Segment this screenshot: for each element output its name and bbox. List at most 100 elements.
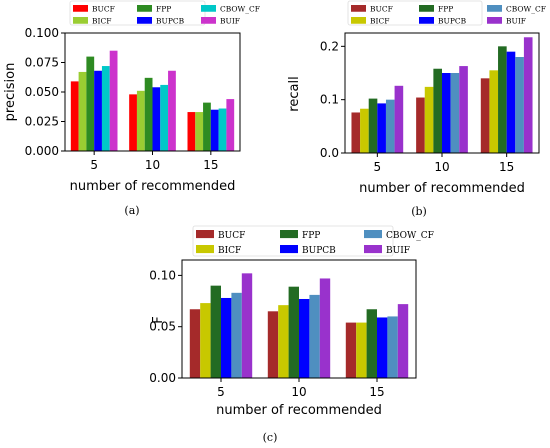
legend-swatch-bucf [73, 5, 88, 12]
legend-label-bupcb: BUPCB [302, 246, 336, 256]
bar-bicf-5 [360, 108, 369, 153]
bar-buif-5 [109, 50, 118, 152]
legend-swatch-buif [487, 17, 502, 24]
legend-label-fpp: FPP [302, 231, 320, 241]
legend-label-buif: BUIF [220, 17, 240, 26]
bar-bicf-5 [200, 303, 211, 378]
y-axis-label: recall [287, 76, 302, 111]
bar-bicf-10 [278, 305, 289, 378]
x-tick-label: 10 [145, 158, 160, 172]
legend-swatch-fpp [280, 230, 298, 239]
bar-cbow_cf-15 [218, 108, 227, 151]
panel-caption: (b) [411, 205, 427, 218]
bar-buif-10 [459, 66, 468, 153]
legend-label-bucf: BUCF [92, 5, 115, 14]
bar-buif-15 [397, 304, 409, 378]
bar-bupcb-5 [221, 297, 232, 378]
legend-box [192, 225, 394, 257]
chart-panel-2: 0.0 0.1 0.2 5 10 15 number of recommended recal… [287, 0, 546, 218]
x-axis-label: number of recommended [359, 181, 525, 196]
bar-fpp-5 [210, 285, 221, 378]
x-tick-label: 10 [434, 160, 449, 174]
y-tick-label: 0.025 [25, 115, 59, 129]
bar-bupcb-15 [210, 109, 219, 151]
legend-label-bucf: BUCF [370, 5, 393, 14]
legend-label-fpp: FPP [156, 5, 171, 14]
x-tick-label: 10 [291, 385, 306, 399]
bar-fpp-5 [368, 98, 378, 153]
legend-swatch-buif [201, 17, 216, 24]
bar-bucf-10 [416, 97, 425, 153]
x-tick-label: 5 [217, 385, 225, 399]
legend-label-cbow_cf: CBOW_CF [506, 5, 546, 14]
legend: BUCF BICF FPP BUPCB CBOW_CF BUIF [69, 0, 260, 26]
legend-label-buif: BUIF [386, 246, 410, 256]
x-tick-label: 5 [90, 158, 98, 172]
bar-bupcb-10 [442, 73, 451, 153]
bar-cbow_cf-15 [387, 316, 398, 378]
bar-bupcb-5 [377, 103, 386, 153]
y-tick-label: 0.1 [320, 93, 339, 107]
bar-buif-5 [241, 273, 253, 378]
legend-label-bucf: BUCF [218, 231, 245, 241]
bar-bupcb-5 [94, 70, 102, 151]
bar-cbow_cf-5 [231, 292, 242, 378]
bar-bucf-5 [351, 112, 361, 153]
chart-panel-1: 0.000 0.025 0.050 0.075 0.100 5 10 15 number of … [3, 0, 260, 217]
legend-box [69, 0, 206, 26]
legend-label-fpp: FPP [438, 5, 453, 14]
bar-cbow_cf-10 [309, 294, 320, 378]
legend-swatch-fpp [419, 5, 434, 12]
bar-cbow_cf-5 [101, 66, 110, 151]
bar-buif-15 [523, 37, 533, 153]
x-axis-label: number of recommended [216, 403, 382, 418]
legend-swatch-bucf [196, 230, 214, 239]
bar-bupcb-10 [299, 298, 310, 378]
legend-label-cbow_cf: CBOW_CF [220, 5, 260, 14]
bar-cbow_cf-10 [160, 84, 169, 151]
chart-panel-3: 0.00 0.05 0.10 5 10 15 number of recommended F B… [149, 225, 434, 444]
x-tick-label: 15 [369, 385, 384, 399]
y-tick-label: 0.075 [25, 56, 59, 70]
bar-bicf-15 [195, 112, 204, 151]
bar-bupcb-15 [377, 317, 388, 378]
legend-swatch-bucf [351, 5, 366, 12]
panel-caption: (a) [124, 204, 139, 217]
x-tick-label: 15 [499, 160, 514, 174]
legend-swatch-cbow_cf [201, 5, 216, 12]
bar-bicf-15 [356, 322, 367, 378]
bar-bicf-10 [424, 86, 434, 153]
bar-fpp-15 [203, 102, 211, 151]
y-tick-label: 0.0 [320, 146, 339, 160]
bar-bicf-5 [78, 71, 87, 151]
legend-swatch-bupcb [419, 17, 434, 24]
legend-swatch-cbow_cf [487, 5, 502, 12]
legend-swatch-bupcb [137, 17, 152, 24]
x-axis-label: number of recommended [70, 179, 236, 194]
legend: BUCF BICF FPP BUPCB CBOW_CF BUIF [347, 0, 546, 26]
legend-swatch-buif [364, 245, 382, 254]
y-tick-label: 0.000 [25, 144, 59, 158]
legend-swatch-bicf [196, 245, 214, 254]
bar-buif-10 [168, 70, 176, 151]
legend-swatch-bicf [73, 17, 88, 24]
y-tick-label: 0.100 [25, 26, 59, 40]
y-tick-label: 0.050 [25, 85, 59, 99]
bar-cbow_cf-15 [515, 57, 524, 153]
panel-caption: (c) [263, 431, 278, 444]
legend-label-cbow_cf: CBOW_CF [386, 231, 434, 241]
legend-swatch-fpp [137, 5, 152, 12]
bar-bicf-15 [489, 70, 499, 153]
y-tick-label: 0.05 [149, 320, 176, 334]
legend-swatch-bicf [351, 17, 366, 24]
bar-cbow_cf-10 [450, 73, 460, 153]
bar-buif-15 [226, 99, 235, 151]
bar-bucf-15 [345, 322, 357, 378]
y-axis-label: F [151, 316, 166, 323]
legend-swatch-bupcb [280, 245, 298, 254]
bar-bucf-10 [129, 94, 137, 151]
bar-fpp-15 [366, 309, 377, 378]
legend-label-bupcb: BUPCB [438, 17, 467, 26]
legend: BUCF BICF FPP BUPCB CBOW_CF BUIF [192, 225, 434, 257]
